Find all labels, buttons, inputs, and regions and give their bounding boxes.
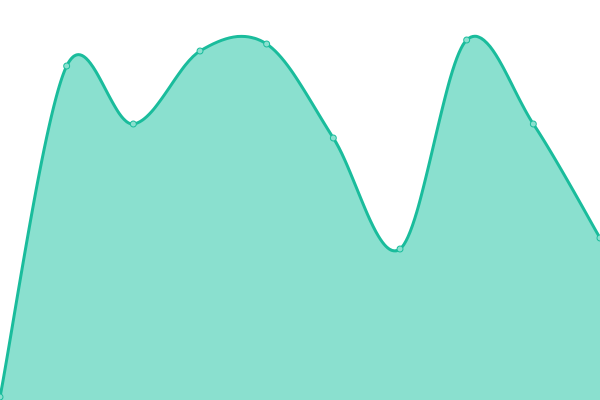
area-fill	[0, 36, 600, 400]
data-point-0	[0, 393, 4, 400]
data-point-7	[463, 36, 471, 44]
data-point-8	[529, 120, 537, 128]
data-point-4	[263, 40, 271, 48]
data-point-2	[129, 120, 137, 128]
series-line	[0, 34, 600, 398]
data-point-5	[329, 134, 337, 142]
data-points	[0, 36, 600, 400]
data-point-6	[396, 245, 404, 253]
data-point-3	[196, 47, 204, 55]
data-point-1	[63, 62, 71, 70]
data-point-9	[596, 234, 600, 242]
